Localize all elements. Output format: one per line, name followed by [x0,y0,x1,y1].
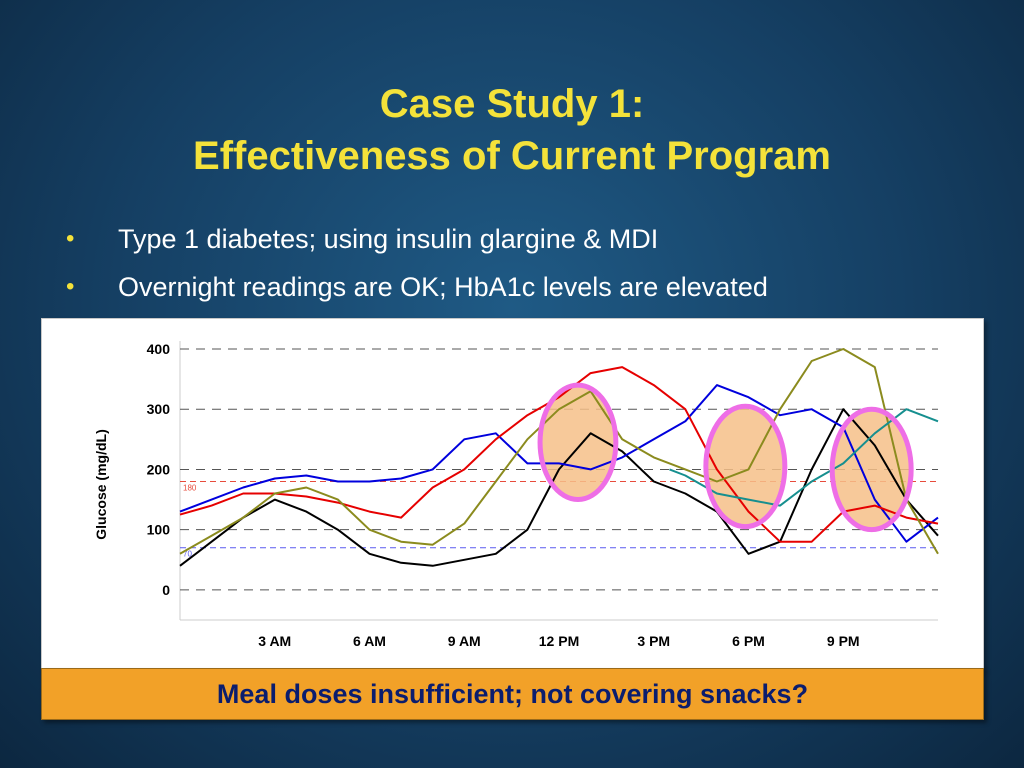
x-tick-label: 9 PM [827,633,860,649]
bullet-list: • Type 1 diabetes; using insulin glargine… [66,215,768,311]
x-tick-label: 3 AM [258,633,291,649]
highlight-outline [829,406,914,533]
title-line-2: Effectiveness of Current Program [193,134,831,178]
y-tick-label: 300 [147,401,171,417]
y-tick-label: 100 [147,522,171,538]
highlight-outline [703,403,788,530]
bullet-text: Type 1 diabetes; using insulin glargine … [118,224,659,254]
y-tick-label: 0 [162,582,170,598]
target-line-label: 70 [183,550,192,559]
y-axis-title: Glucose (mg/dL) [93,429,109,539]
highlight-outline [537,382,619,503]
bullet-text: Overnight readings are OK; HbA1c levels … [118,272,768,302]
chart-svg: 0 100 200 300 400 Glucose (mg/dL) 3 AM 6 AM 9 AM… [93,341,939,649]
y-tick-label: 400 [147,341,171,357]
x-tick-label: 12 PM [539,633,579,649]
bullet-dot-icon: • [66,225,75,252]
title-line-1: Case Study 1: [379,82,645,126]
y-tick-label: 200 [147,461,171,477]
series-line [179,348,939,555]
bullet-item: • Type 1 diabetes; using insulin glargine… [66,215,768,263]
glucose-chart: 0 100 200 300 400 Glucose (mg/dL) 3 AM 6 AM 9 AM… [41,318,984,670]
x-tick-label: 9 AM [448,633,481,649]
series-line [179,366,939,543]
bullet-item: • Overnight readings are OK; HbA1c levels… [66,263,768,311]
series-line [669,408,939,507]
x-tick-label: 6 PM [732,633,765,649]
slide-title: Case Study 1: Effectiveness of Current P… [0,78,1024,182]
bullet-dot-icon: • [66,273,75,300]
series-line [179,408,939,567]
series-line [179,384,939,543]
x-tick-label: 6 AM [353,633,386,649]
target-line-label: 180 [183,483,197,492]
x-tick-label: 3 PM [637,633,670,649]
banner-text: Meal doses insufficient; not covering sn… [216,678,809,709]
conclusion-banner: Meal doses insufficient; not covering sn… [41,668,984,720]
